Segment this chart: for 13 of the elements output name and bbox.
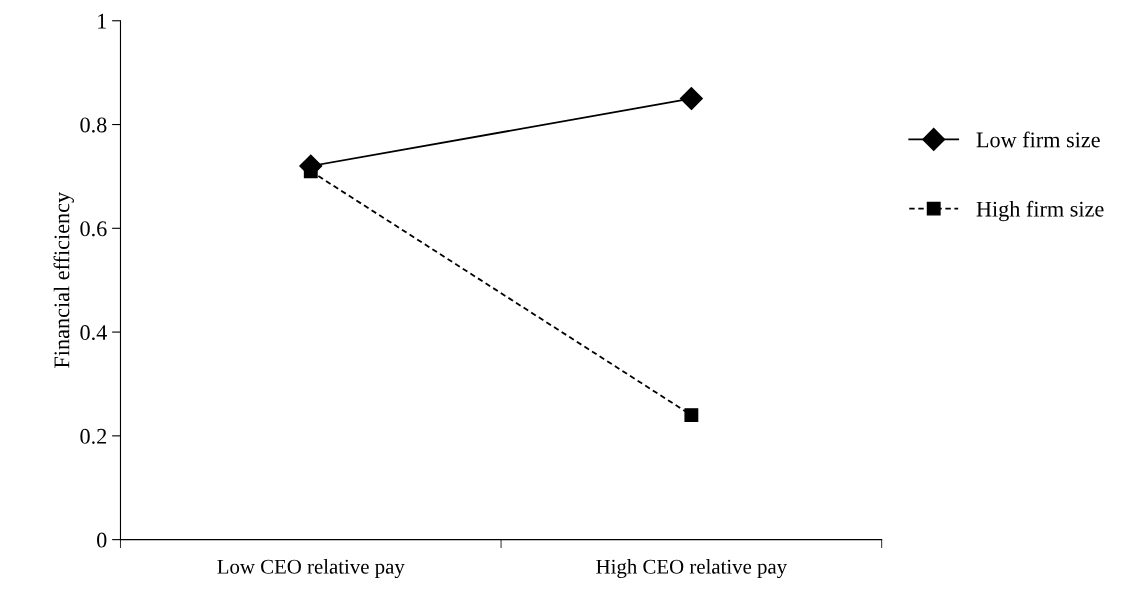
x-tick-label: Low CEO relative pay — [217, 559, 405, 579]
y-axis-title: Financial efficiency — [53, 191, 74, 368]
x-tick-label: High CEO relative pay — [596, 559, 788, 579]
legend-label: High firm size — [976, 200, 1104, 222]
point — [684, 408, 699, 423]
y-tick-label: 1 — [98, 13, 106, 29]
y-tick-label: 0 — [97, 532, 107, 548]
legend-label: Low firm size — [976, 131, 1100, 148]
y-tick-label: 0.6 — [80, 221, 107, 237]
y-tick-label: 0.4 — [80, 325, 107, 341]
y-tick-label: 0.8 — [80, 117, 107, 133]
y-tick-label: 0.2 — [80, 428, 107, 444]
point — [679, 87, 703, 111]
